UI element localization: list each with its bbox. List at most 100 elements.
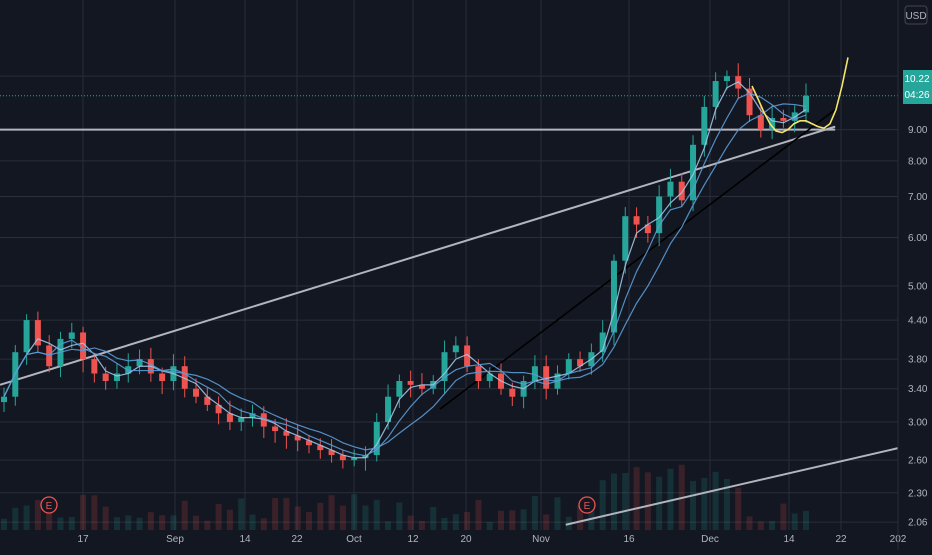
volume-bar: [430, 506, 437, 530]
volume-bar: [757, 521, 764, 530]
x-tick-label: 16: [623, 534, 635, 545]
volume-bar: [735, 487, 742, 530]
candle-body: [339, 455, 346, 461]
currency-label: USD: [905, 11, 926, 22]
volume-bar: [464, 512, 471, 530]
volume-bar: [452, 514, 459, 530]
volume-bar: [193, 515, 200, 530]
volume-bar: [622, 473, 629, 530]
candle-body: [396, 381, 403, 397]
volume-bar: [373, 499, 380, 530]
candle-body: [260, 413, 267, 427]
candle-body: [509, 388, 516, 397]
candle-body: [80, 332, 87, 360]
y-tick-label: 2.06: [908, 518, 928, 529]
candle-body: [769, 118, 776, 130]
candle-body: [690, 144, 697, 201]
x-tick-label: 22: [291, 534, 303, 545]
candle-body: [373, 422, 380, 456]
trend-line: [439, 108, 836, 410]
volume-bar: [486, 521, 493, 530]
y-tick-label: 6.00: [908, 233, 928, 244]
candle-body: [712, 81, 719, 107]
candle-body: [701, 106, 708, 145]
volume-bar: [46, 508, 53, 530]
volume-bar: [125, 515, 132, 530]
candle-body: [249, 413, 256, 418]
volume-bar: [249, 514, 256, 530]
volume-bar: [803, 510, 809, 530]
candle-body: [475, 366, 482, 382]
volume-bar: [362, 505, 369, 530]
candle-body: [452, 345, 459, 353]
volume-bar: [68, 517, 75, 530]
candle-body: [193, 388, 200, 397]
earnings-marker-circle: [40, 496, 58, 514]
volume-bar: [407, 515, 414, 530]
volume-bar: [113, 517, 120, 530]
candle-body: [780, 118, 787, 121]
volume-bar: [226, 509, 233, 530]
candle-body: [215, 404, 222, 414]
candle-body: [678, 181, 685, 201]
candle-body: [531, 366, 538, 382]
volume-bar: [23, 505, 30, 530]
volume-bar: [159, 515, 166, 530]
candle-body: [622, 216, 629, 261]
y-tick-label: 3.40: [908, 384, 928, 395]
volume-bar: [91, 495, 98, 530]
x-tick-label: Oct: [346, 534, 362, 545]
candle-body: [723, 76, 730, 82]
candle-body: [68, 332, 75, 339]
candle-body: [34, 320, 41, 346]
y-tick-label: 3.80: [908, 355, 928, 366]
candle-body: [136, 359, 143, 367]
candle-body: [46, 345, 53, 367]
volume-bar: [170, 515, 177, 530]
y-tick-label: 9.00: [908, 125, 928, 136]
candle-body: [159, 373, 166, 382]
candle-body: [23, 320, 30, 353]
volume-bar: [317, 502, 324, 530]
projection: [751, 57, 849, 134]
volume-bar: [418, 520, 425, 530]
volume-bar: [34, 500, 41, 530]
moving-average-line: [3, 81, 807, 459]
candle-body: [757, 115, 764, 130]
volume-bar: [791, 513, 798, 530]
volume-bar: [339, 505, 346, 530]
volume-bar: [181, 500, 188, 530]
volume-bar: [238, 498, 245, 530]
volume-bar: [260, 518, 267, 530]
candle-body: [656, 196, 663, 234]
candle-body: [644, 224, 651, 234]
x-tick-label: 14: [239, 534, 251, 545]
candle-body: [610, 260, 617, 333]
volume-bar: [599, 480, 606, 530]
volume-bars: [1, 464, 809, 530]
currency-badge[interactable]: [904, 5, 928, 25]
x-tick-label: Dec: [701, 534, 719, 545]
candle-body: [418, 384, 425, 389]
volume-bar: [531, 495, 538, 530]
candle-body: [113, 373, 120, 382]
x-tick-label: 17: [77, 534, 89, 545]
candle-body: [283, 431, 290, 436]
candle-body: [91, 359, 98, 374]
candle-body: [441, 352, 448, 382]
volume-bar: [215, 503, 222, 530]
candle-body: [305, 440, 312, 446]
price-tag-box: [903, 70, 932, 104]
candle-body: [543, 366, 550, 389]
price-tag-countdown: 04:26: [904, 90, 929, 101]
volume-bar: [305, 511, 312, 530]
trend-line: [565, 447, 899, 526]
volume-bar: [780, 503, 787, 530]
y-tick-label: 5.00: [908, 282, 928, 293]
price-tag: 10.22 04:26: [903, 70, 932, 104]
candle-body: [204, 396, 211, 405]
volume-bar: [520, 509, 527, 530]
